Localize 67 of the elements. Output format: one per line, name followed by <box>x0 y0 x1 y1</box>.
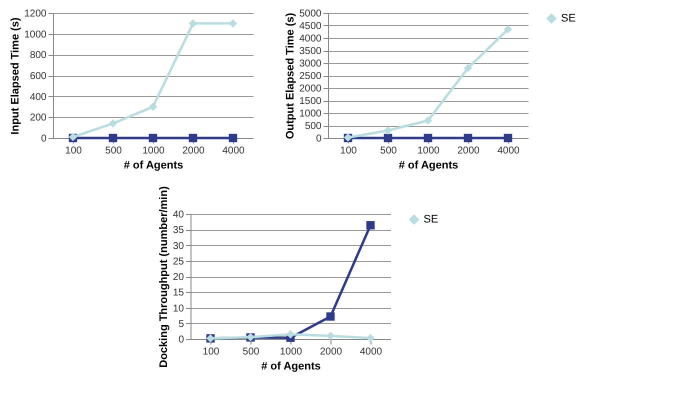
point <box>424 116 432 125</box>
x-tick-label: 1000 <box>142 146 166 156</box>
x-tick-label: 1000 <box>417 146 440 156</box>
x-tick-label: 500 <box>380 146 398 156</box>
point <box>464 64 472 72</box>
point <box>384 134 392 142</box>
y-tick-label: 10 <box>172 303 184 314</box>
point <box>228 134 238 142</box>
y-tick-label: 35 <box>172 225 184 236</box>
point <box>424 134 432 142</box>
y-tick-label: 25 <box>172 256 184 268</box>
y-axis-title: Output Elapsed Time (s) <box>284 12 296 140</box>
y-tick-label: 4500 <box>299 21 322 32</box>
x-tick-label: 500 <box>242 346 260 358</box>
point <box>384 126 392 135</box>
x-tick-label: 100 <box>340 146 358 156</box>
point <box>148 102 158 111</box>
legend-label: SE <box>424 214 438 226</box>
y-axis-title: Docking Throughput (number/min) <box>158 186 170 368</box>
point <box>108 134 118 142</box>
point <box>366 221 375 230</box>
y-tick-label: 200 <box>30 112 47 124</box>
x-tick-label: 1000 <box>280 346 303 358</box>
y-tick-label: 5000 <box>299 8 322 20</box>
y-axis-title: Input Elapsed Time (s) <box>9 17 22 135</box>
x-tick-label: 4000 <box>360 346 383 358</box>
y-tick-label: 3000 <box>299 58 322 70</box>
point <box>326 312 335 321</box>
y-tick-label: 1500 <box>299 96 322 107</box>
x-tick-label: 500 <box>105 146 122 156</box>
y-tick-label: 1000 <box>24 29 47 40</box>
y-tick-label: 400 <box>30 92 47 103</box>
y-tick-label: 1200 <box>24 8 47 20</box>
y-tick-label: 500 <box>304 121 322 132</box>
y-tick-label: 2500 <box>299 71 322 82</box>
point <box>188 134 198 142</box>
point <box>464 134 472 142</box>
y-tick-label: 0 <box>316 134 322 144</box>
x-axis-title: # of Agents <box>124 160 184 172</box>
point <box>504 134 512 142</box>
y-tick-label: 0 <box>178 334 184 346</box>
y-tick-label: 0 <box>40 134 47 144</box>
y-tick-label: 2000 <box>299 84 322 94</box>
point <box>286 330 295 338</box>
point <box>366 334 375 342</box>
x-tick-label: 4000 <box>497 146 520 156</box>
x-tick-label: 2000 <box>457 146 480 156</box>
x-tick-label: 100 <box>202 346 220 358</box>
legend-label: SE <box>561 12 576 24</box>
y-tick-label: 5 <box>178 318 184 330</box>
x-tick-label: 100 <box>65 146 82 156</box>
y-tick-label: 30 <box>172 240 184 252</box>
y-tick-label: 20 <box>172 272 184 283</box>
y-tick-label: 800 <box>30 50 47 62</box>
x-axis-title: # of Agents <box>261 360 321 372</box>
y-tick-label: 3500 <box>299 46 322 57</box>
y-tick-label: 4000 <box>299 34 322 44</box>
point <box>504 25 512 34</box>
y-tick-label: 1000 <box>299 108 322 120</box>
y-tick-label: 15 <box>172 288 184 299</box>
x-axis-title: # of Agents <box>398 160 458 172</box>
point <box>108 119 118 128</box>
x-tick-label: 2000 <box>320 346 343 358</box>
y-tick-label: 40 <box>172 210 184 220</box>
x-tick-label: 4000 <box>222 146 246 156</box>
y-tick-label: 600 <box>30 71 47 82</box>
point <box>148 134 158 142</box>
